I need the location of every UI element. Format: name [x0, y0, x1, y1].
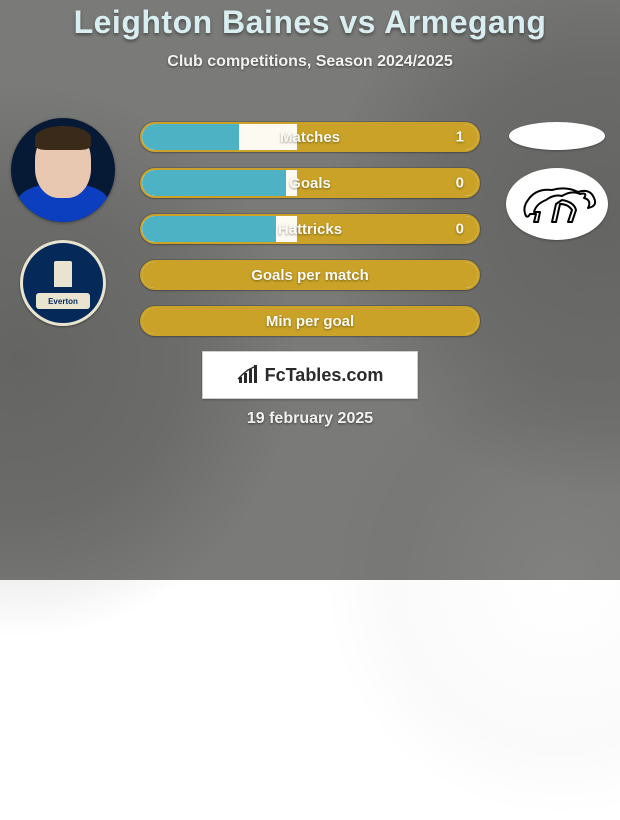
player-photo-left: [11, 118, 115, 222]
stat-value-right: 1: [456, 129, 464, 146]
bar-chart-icon: [237, 365, 259, 385]
infographic-container: Leighton Baines vs Armegang Club competi…: [0, 0, 620, 580]
date-caption: 19 february 2025: [0, 410, 620, 428]
stat-label: Goals: [289, 175, 331, 192]
stat-row: Goals 0: [140, 168, 480, 198]
stat-label: Min per goal: [266, 313, 354, 330]
stat-row: Matches 1: [140, 122, 480, 152]
stat-fill-left: [142, 216, 276, 242]
brand-text: FcTables.com: [265, 365, 384, 386]
ram-icon: [506, 168, 608, 240]
stat-label: Hattricks: [278, 221, 342, 238]
stat-label: Goals per match: [251, 267, 369, 284]
stat-row: Hattricks 0: [140, 214, 480, 244]
stats-comparison: Matches 1 Goals 0 Hattricks 0 Goals per match M…: [140, 122, 480, 336]
left-player-column: Everton: [8, 118, 118, 326]
player-photo-right-placeholder: [509, 122, 605, 150]
stat-value-right: 0: [456, 221, 464, 238]
club-badge-right: [506, 168, 608, 240]
stat-row: Goals per match: [140, 260, 480, 290]
stat-row: Min per goal: [140, 306, 480, 336]
right-player-column: [502, 118, 612, 240]
stat-label: Matches: [280, 129, 340, 146]
stat-fill-left: [142, 170, 286, 196]
page-title: Leighton Baines vs Armegang: [0, 0, 620, 41]
club-badge-left: Everton: [20, 240, 106, 326]
subtitle: Club competitions, Season 2024/2025: [0, 53, 620, 71]
stat-value-right: 0: [456, 175, 464, 192]
club-badge-left-text: Everton: [36, 293, 90, 309]
stat-fill-left: [142, 124, 239, 150]
brand-attribution: FcTables.com: [202, 351, 418, 399]
